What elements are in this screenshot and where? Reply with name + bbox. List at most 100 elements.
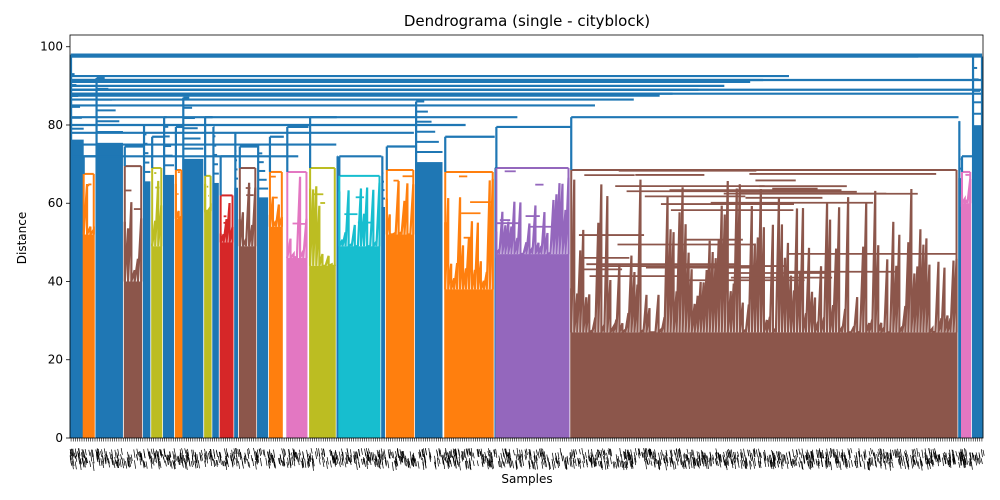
leaf-label-stroke: [546, 454, 549, 462]
leaf-label-stroke: [201, 454, 203, 461]
leaf-label-stroke: [109, 451, 112, 460]
leaf-label-stroke: [579, 457, 582, 464]
cluster-c4-leaf-mass: [175, 218, 182, 438]
leaf-label-stroke: [694, 457, 697, 467]
leaf-label-stroke: [217, 455, 220, 463]
leaf-label-stroke: [488, 458, 491, 467]
leaf-label-stroke: [465, 457, 468, 463]
leaf-label-stroke: [658, 458, 661, 466]
leaf-label-stroke: [323, 448, 326, 456]
leaf-label-stroke: [204, 448, 207, 456]
leaf-label-stroke: [382, 451, 385, 459]
leaf-label-stroke: [912, 457, 915, 467]
leaf-label-stroke: [533, 455, 536, 462]
leaf-label-stroke: [709, 451, 712, 461]
leaf-label-stroke: [529, 450, 532, 459]
leaf-label-stroke: [231, 460, 234, 468]
leaf-label-stroke: [292, 448, 295, 455]
leaf-label-stroke: [339, 457, 342, 465]
leaf-label-stroke: [854, 455, 857, 462]
leaf-label-stroke: [447, 455, 450, 462]
leaf-label-stroke: [346, 458, 349, 464]
leaf-label-stroke: [803, 455, 806, 463]
leaf-label-stroke: [231, 458, 234, 466]
leaf-label-stroke: [505, 451, 508, 457]
leaf-label-stroke: [168, 455, 171, 461]
leaf-label-stroke: [801, 461, 804, 470]
leaf-label-stroke: [447, 461, 450, 468]
leaf-label-stroke: [239, 452, 242, 460]
leaf-label-stroke: [583, 455, 585, 464]
leaf-label-stroke: [302, 451, 305, 459]
leaf-label-stroke: [880, 451, 883, 460]
leaf-label-stroke: [792, 449, 795, 458]
leaf-label-stroke: [658, 460, 661, 469]
leaf-label-stroke: [749, 455, 752, 462]
leaf-label-stroke: [130, 457, 132, 464]
leaf-label-stroke: [934, 455, 937, 463]
leaf-label-stroke: [747, 449, 750, 457]
leaf-label-stroke: [698, 458, 701, 466]
leaf-label-stroke: [404, 457, 407, 467]
leaf-label-stroke: [233, 448, 236, 455]
leaf-label-stroke: [745, 457, 748, 467]
leaf-label-stroke: [686, 454, 689, 461]
leaf-label-stroke: [868, 461, 871, 471]
leaf-label-stroke: [734, 460, 737, 470]
leaf-label-stroke: [628, 452, 631, 462]
leaf-label-stroke: [970, 461, 973, 470]
leaf-label-stroke: [447, 452, 450, 460]
leaf-label-stroke: [316, 448, 319, 457]
leaf-label-stroke: [932, 459, 935, 466]
leaf-label-stroke: [808, 452, 811, 459]
leaf-label-stroke: [445, 451, 447, 459]
leaf-label-stroke: [795, 460, 798, 466]
leaf-label-stroke: [229, 455, 232, 462]
leaf-label-stroke: [539, 448, 542, 457]
leaf-label-stroke: [102, 460, 105, 468]
leaf-label-stroke: [774, 455, 777, 461]
leaf-label-stroke: [878, 449, 881, 455]
leaf-label-stroke: [730, 449, 733, 458]
leaf-label-stroke: [687, 461, 690, 470]
leaf-label-stroke: [196, 460, 198, 468]
leaf-label-stroke: [136, 454, 138, 460]
leaf-label-stroke: [258, 448, 261, 455]
cluster-c16-branches: [960, 178, 972, 208]
leaf-label-stroke: [666, 457, 669, 464]
leaf-label-stroke: [153, 454, 156, 463]
leaf-label-stroke: [844, 461, 847, 468]
leaf-label-stroke: [581, 448, 584, 456]
leaf-label-stroke: [704, 457, 707, 465]
leaf-label-stroke: [509, 457, 512, 464]
leaf-label-stroke: [625, 461, 628, 470]
leaf-label-stroke: [964, 448, 966, 457]
leaf-label-stroke: [879, 454, 882, 462]
leaf-label-stroke: [334, 457, 337, 466]
cluster-c7-branches: [238, 182, 257, 247]
cluster-c13-branches: [444, 178, 494, 290]
leaf-label-stroke: [652, 451, 655, 459]
leaf-label-stroke: [500, 461, 503, 469]
y-tick-label: 20: [48, 353, 63, 367]
leaf-label-stroke: [882, 454, 885, 464]
leaf-label-stroke: [402, 451, 405, 459]
leaf-label-stroke: [805, 455, 808, 461]
leaf-label-stroke: [119, 458, 122, 468]
leaf-label-stroke: [928, 458, 930, 467]
leaf-label-stroke: [106, 455, 109, 463]
blue-block-6: [212, 125, 219, 438]
leaf-label-stroke: [772, 454, 775, 462]
leaf-label-stroke: [609, 449, 612, 457]
leaf-label-stroke: [69, 452, 72, 460]
leaf-label-stroke: [470, 447, 473, 457]
upper-linkage: [69, 53, 984, 438]
leaf-label-stroke: [96, 454, 98, 462]
leaf-label-stroke: [497, 460, 500, 468]
leaf-label-stroke: [166, 457, 169, 465]
leaf-label-stroke: [712, 457, 714, 464]
leaf-label-stroke: [304, 458, 307, 468]
cluster-c3-leaf-mass: [152, 246, 162, 438]
leaf-label-stroke: [626, 451, 629, 457]
leaf-label-stroke: [542, 448, 545, 456]
